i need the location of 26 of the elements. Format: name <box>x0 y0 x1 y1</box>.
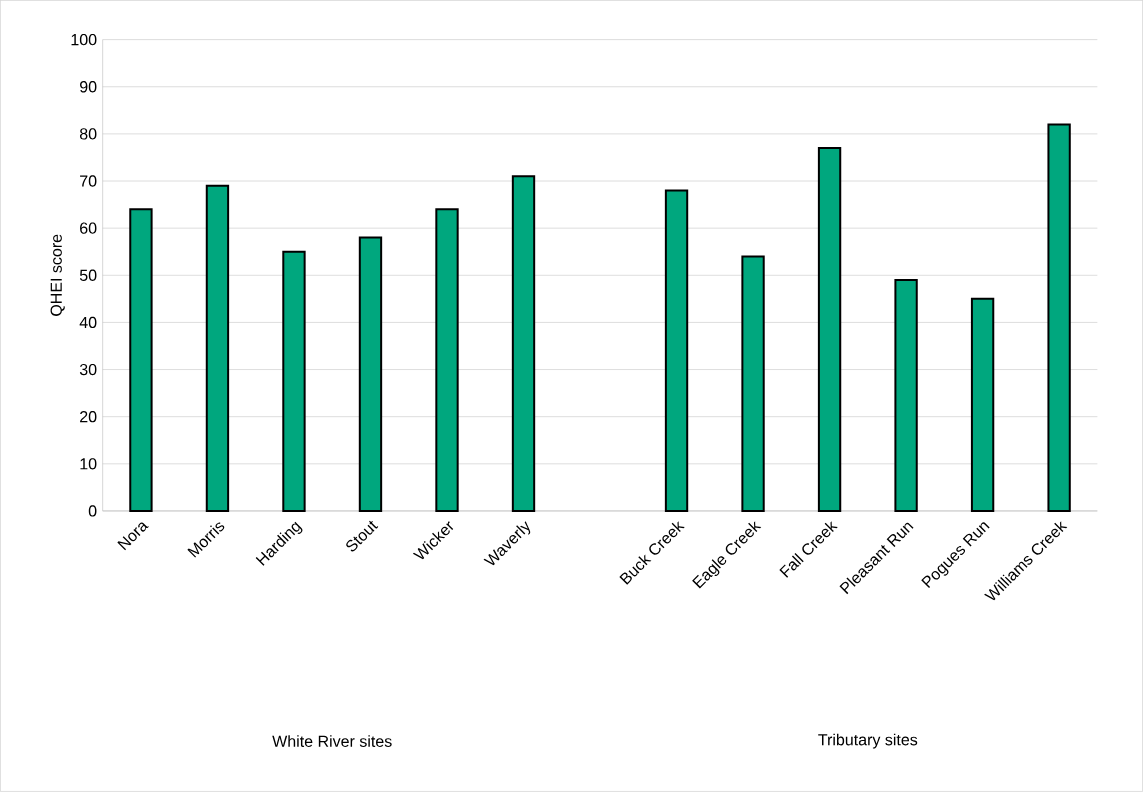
bar <box>129 208 153 513</box>
bar <box>970 297 995 513</box>
bar <box>817 147 842 513</box>
bar <box>1047 123 1071 513</box>
y-tick-label: 60 <box>80 222 97 234</box>
bar <box>664 189 689 513</box>
bar <box>358 236 383 513</box>
y-tick-label: 100 <box>71 34 97 46</box>
text: Tributary sites <box>818 733 918 749</box>
bar <box>511 175 536 513</box>
bar <box>894 279 918 513</box>
y-tick-label: 0 <box>88 505 97 517</box>
y-tick-label: 10 <box>80 458 97 470</box>
y-tick-label: 80 <box>79 128 97 140</box>
bar <box>741 255 765 513</box>
bar <box>205 184 230 513</box>
bar <box>435 208 459 513</box>
bar <box>282 250 306 513</box>
y-tick-label: 70 <box>80 175 97 187</box>
y-axis-title: QHEI score <box>50 234 65 317</box>
y-tick-label: 40 <box>79 316 97 329</box>
y-tick-label: 90 <box>80 81 97 93</box>
y-tick-label: 50 <box>79 269 97 282</box>
y-tick-label: 30 <box>79 364 97 376</box>
text: White River sites <box>272 735 392 748</box>
y-tick-label: 20 <box>80 411 97 423</box>
